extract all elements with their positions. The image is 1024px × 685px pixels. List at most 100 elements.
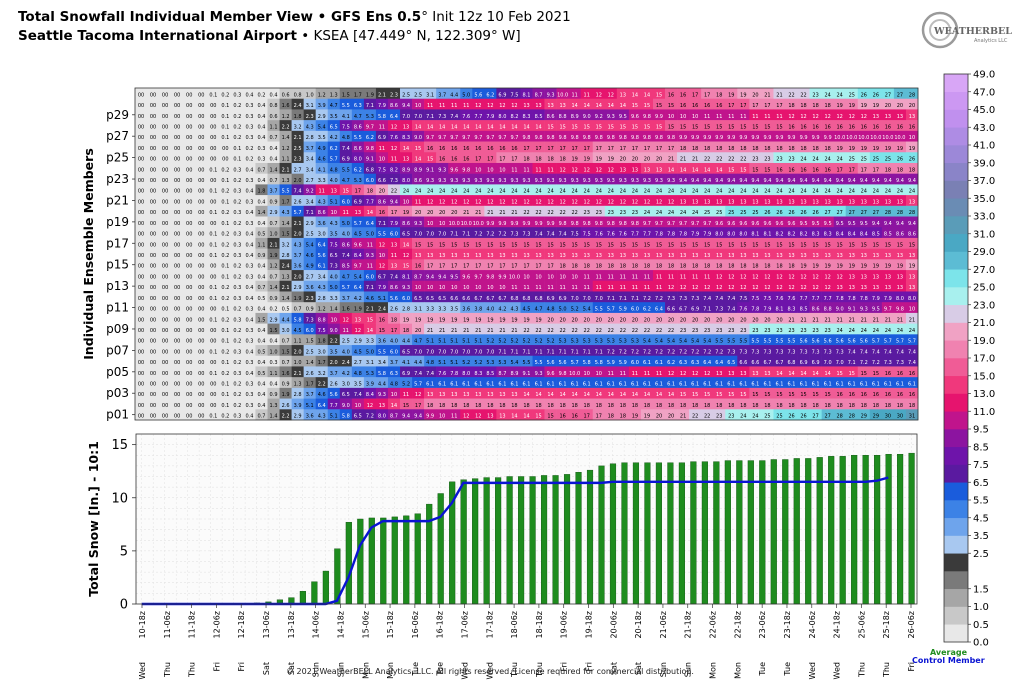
heatmap-cell: [821, 259, 834, 271]
heatmap-cell: [737, 355, 750, 367]
heatmap-cell-value: 9.6: [462, 274, 470, 280]
heatmap-cell: [857, 141, 871, 153]
heatmap-cell-value: 20: [415, 328, 421, 334]
heatmap-cell-value: 9.4: [775, 178, 783, 184]
heatmap-cell: [677, 248, 690, 260]
heatmap-cell: [436, 387, 449, 399]
heatmap-cell-value: 00: [174, 339, 180, 345]
heatmap-cell: [556, 152, 569, 164]
heatmap-cell-value: 18: [656, 403, 662, 409]
bar-x-day-label: Mon: [386, 662, 395, 679]
heatmap-cell-value: 1.6: [282, 103, 290, 109]
heatmap-cell: [737, 387, 750, 399]
heatmap-cell: [243, 227, 256, 239]
heatmap-cell: [580, 345, 594, 357]
heatmap-cell-value: 9.8: [631, 221, 639, 227]
heatmap-cell: [448, 366, 461, 378]
heatmap-cell: [568, 88, 582, 100]
heatmap-row-label: p29: [106, 108, 129, 122]
heatmap-cell: [869, 387, 883, 399]
heatmap-cell-value: 13: [644, 167, 650, 173]
heatmap-cell: [713, 173, 726, 185]
heatmap-cell: [472, 88, 485, 100]
heatmap-cell: [448, 98, 461, 110]
heatmap-row-label: p17: [106, 236, 129, 250]
heatmap-cell-value: 21: [873, 317, 879, 323]
heatmap-cell-value: 12: [788, 285, 794, 291]
heatmap-cell-value: 23: [764, 328, 770, 334]
heatmap-cell-value: 7.1: [703, 307, 711, 313]
heatmap-cell-value: 5.4: [667, 339, 675, 345]
heatmap-cell-value: 15: [849, 371, 855, 377]
heatmap-cell-value: 24: [728, 189, 734, 195]
heatmap-cell-value: 6.0: [366, 178, 374, 184]
heatmap-cell-value: 13: [451, 253, 457, 259]
heatmap-cell-value: 0.3: [233, 317, 241, 323]
heatmap-cell: [737, 130, 750, 142]
heatmap-cell: [279, 109, 292, 121]
heatmap-cell-value: 11: [656, 371, 662, 377]
heatmap-cell-value: 5.1: [438, 360, 446, 366]
heatmap-cell: [195, 141, 208, 153]
heatmap-cell-value: 18: [800, 403, 806, 409]
heatmap-cell: [580, 259, 594, 271]
heatmap-cell-value: 7.2: [619, 349, 627, 355]
heatmap-cell-value: 3.6: [306, 414, 314, 420]
heatmap-cell-value: 14: [559, 392, 565, 398]
heatmap-cell-value: 8.9: [571, 114, 579, 120]
heatmap-cell: [640, 205, 654, 217]
heatmap-cell-value: 7.3: [330, 264, 338, 270]
heatmap-cell-value: 0.1: [209, 92, 217, 98]
heatmap-cell: [183, 302, 196, 314]
heatmap-cell-value: 00: [162, 135, 168, 141]
heatmap-cell: [749, 302, 762, 314]
heatmap-cell: [665, 173, 678, 185]
heatmap-cell-value: 14: [415, 124, 421, 130]
average-bar: [644, 462, 651, 605]
heatmap-cell: [472, 291, 485, 303]
heatmap-cell: [773, 270, 786, 282]
bar-x-day-label: Sat: [262, 662, 271, 675]
heatmap-cell-value: 3.5: [330, 349, 338, 355]
heatmap-cell: [171, 162, 184, 174]
heatmap-cell-value: 0.2: [233, 392, 241, 398]
heatmap-cell-value: 21: [824, 317, 830, 323]
heatmap-cell-value: 11: [535, 285, 541, 291]
heatmap-cell: [520, 162, 533, 174]
heatmap-cell: [881, 377, 895, 389]
heatmap-cell: [737, 141, 750, 153]
heatmap-cell: [701, 334, 714, 346]
heatmap-row-label: p21: [106, 193, 129, 207]
heatmap-cell: [448, 355, 461, 367]
heatmap-cell-value: 18: [620, 264, 626, 270]
heatmap-cell-value: 14: [547, 392, 553, 398]
heatmap-cell: [159, 345, 172, 357]
heatmap-cell: [869, 237, 883, 249]
heatmap-cell-value: 6.0: [631, 307, 639, 313]
heatmap-cell: [713, 270, 726, 282]
heatmap-cell-value: 00: [198, 199, 204, 205]
heatmap-cell: [412, 345, 425, 357]
heatmap-cell-value: 2.0: [294, 232, 302, 238]
heatmap-cell-value: 18: [535, 403, 541, 409]
heatmap-cell: [821, 312, 834, 324]
heatmap-cell-value: 13: [752, 253, 758, 259]
heatmap-cell: [544, 259, 557, 271]
heatmap-cell-value: 9.8: [571, 135, 579, 141]
heatmap-cell: [797, 248, 810, 260]
heatmap-cell: [556, 173, 569, 185]
heatmap-cell-value: 15: [752, 124, 758, 130]
heatmap-cell-value: 13: [439, 253, 445, 259]
heatmap-cell-value: 12: [861, 114, 867, 120]
heatmap-cell-value: 13: [788, 199, 794, 205]
heatmap-cell-value: 0.3: [233, 232, 241, 238]
heatmap-cell: [749, 141, 762, 153]
bar-x-day-label: Sun: [336, 662, 345, 677]
heatmap-cell-value: 00: [186, 135, 192, 141]
heatmap-cell-value: 9.9: [498, 274, 506, 280]
heatmap-cell-value: 4.3: [510, 307, 518, 313]
heatmap-cell-value: 7.3: [691, 296, 699, 302]
heatmap-cell-value: 8.3: [474, 371, 482, 377]
heatmap-cell-value: 18: [367, 189, 373, 195]
heatmap-cell: [689, 120, 702, 132]
